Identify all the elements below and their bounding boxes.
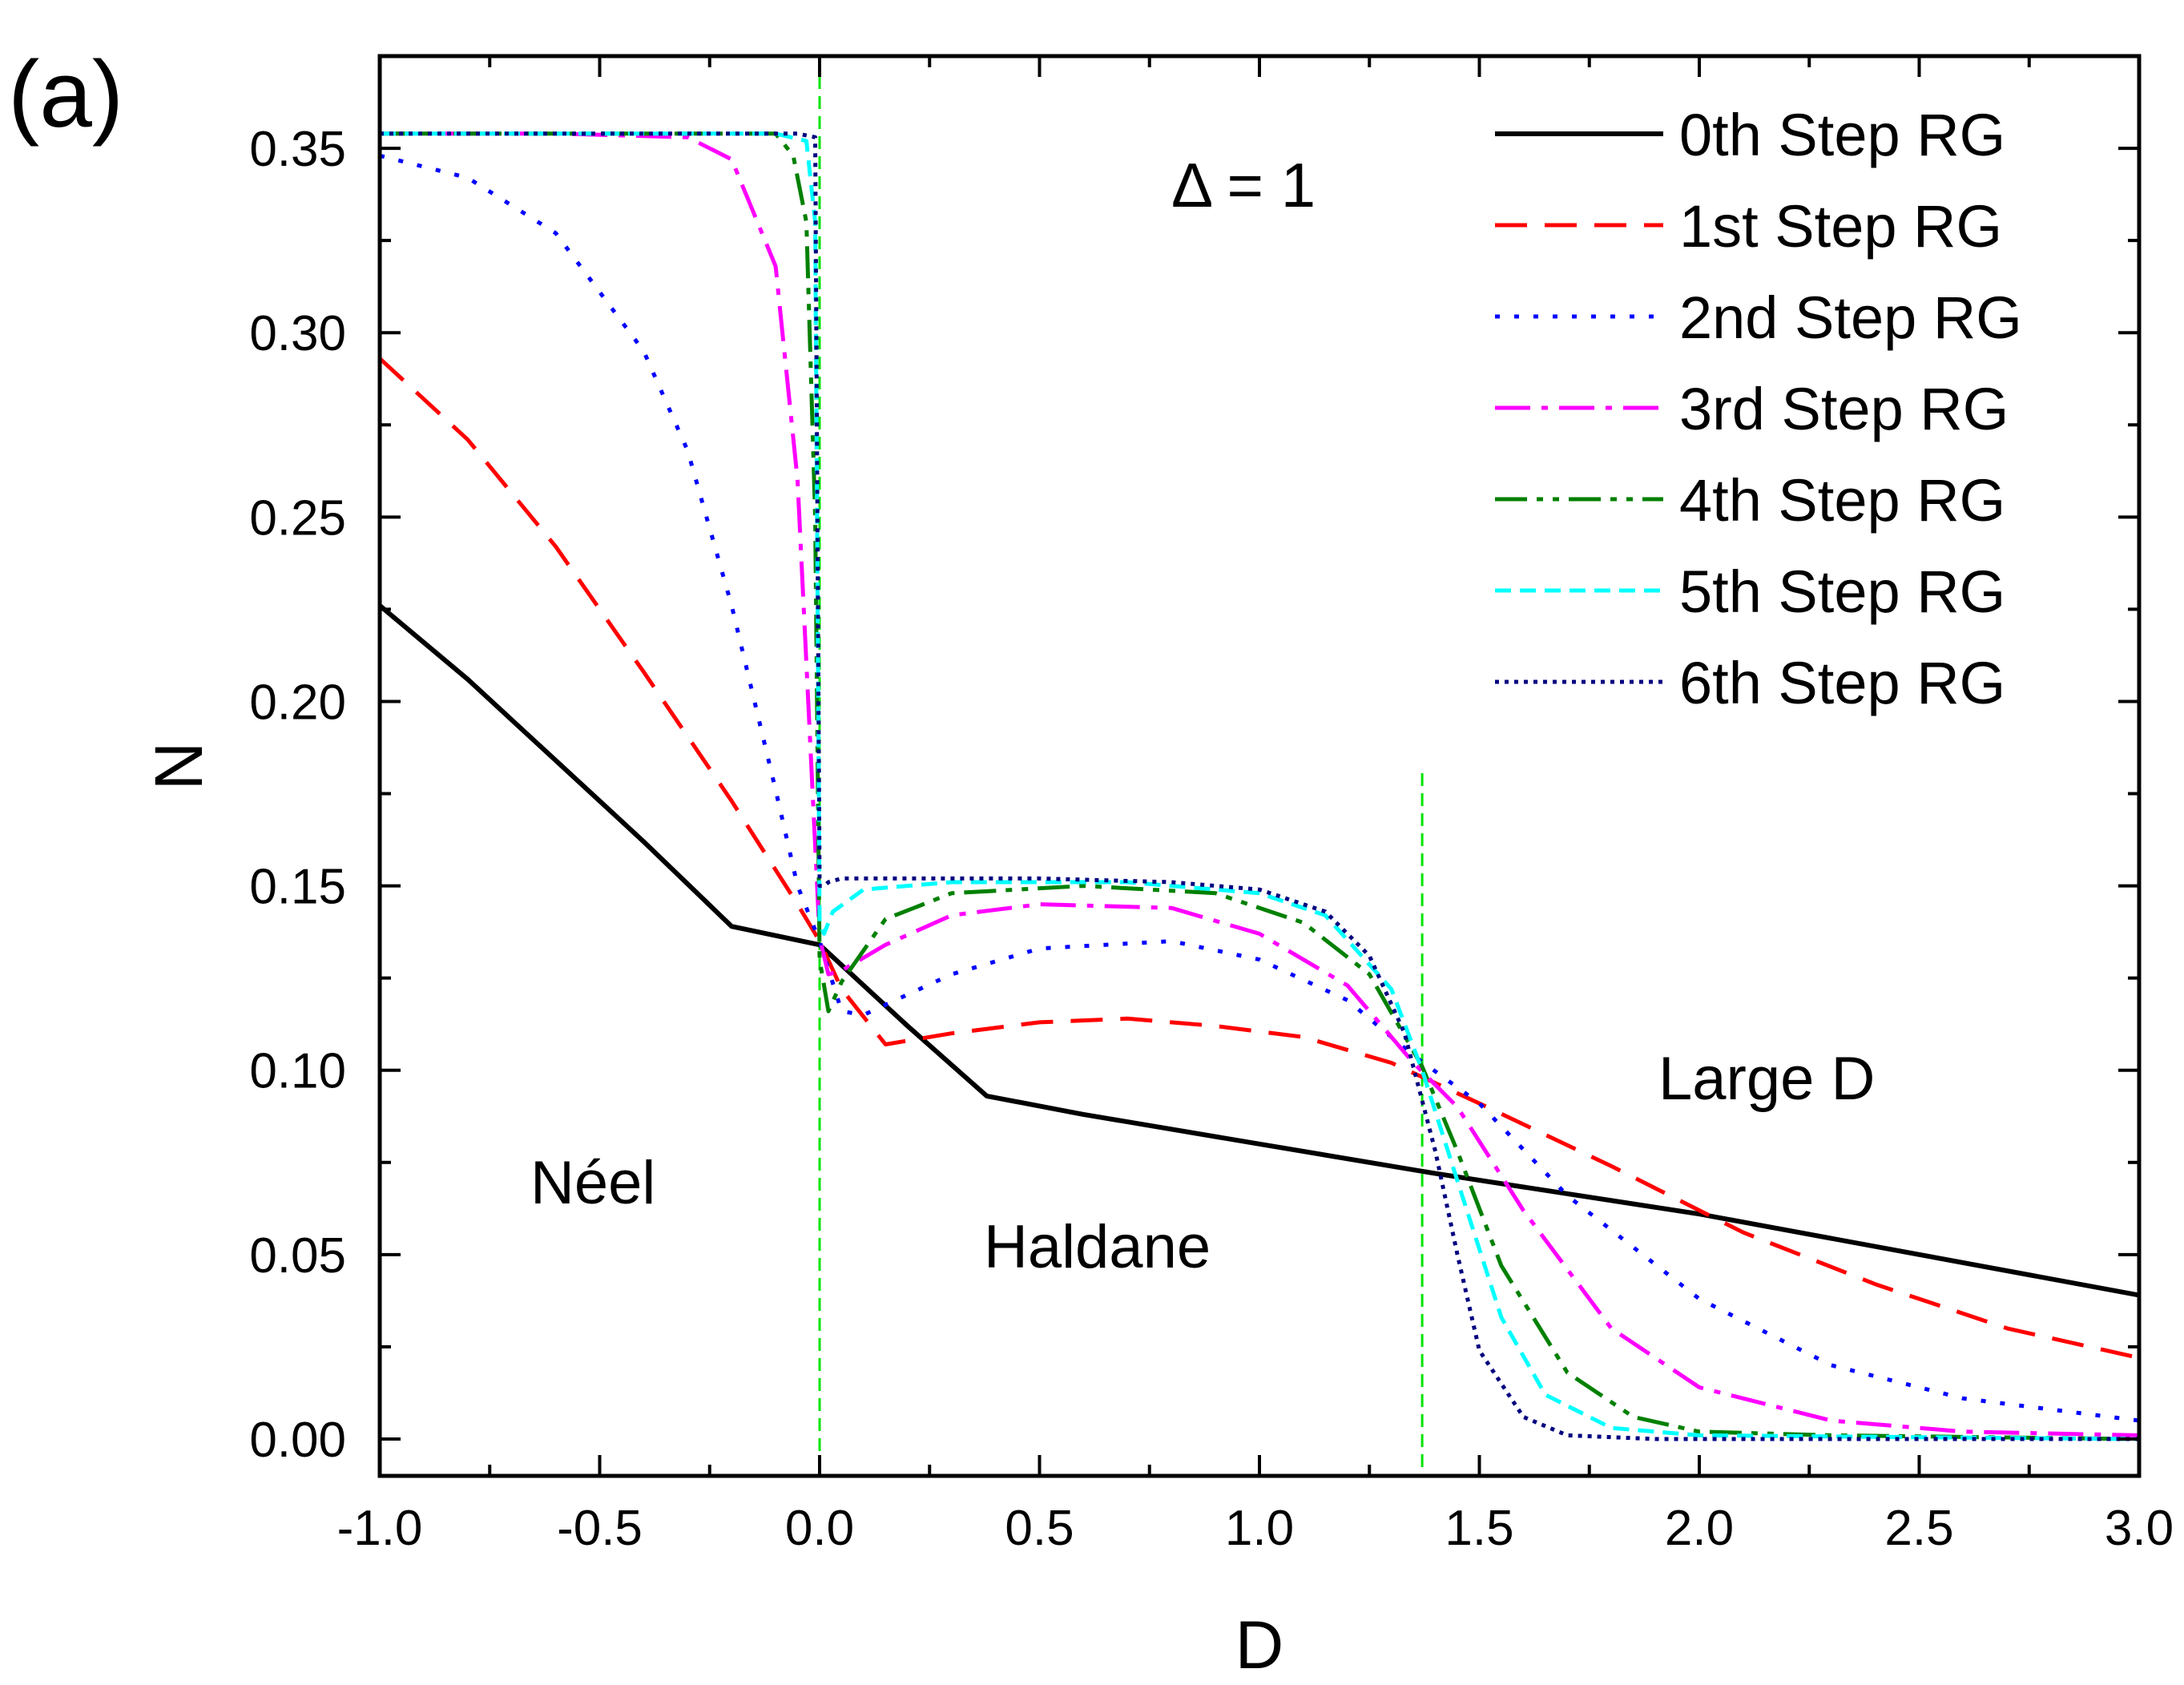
axis-ticks: [378, 56, 2141, 1476]
y-tick-label: 0.10: [249, 1044, 346, 1099]
y-tick-label: 0.00: [249, 1413, 346, 1468]
region-label-large-d: Large D: [1658, 1045, 1875, 1113]
series-line: [380, 131, 2139, 1441]
plot-frame: [377, 54, 2142, 1478]
series-line: [380, 131, 2139, 1441]
series-layer: [380, 131, 2139, 1441]
y-tick-label: 0.15: [249, 860, 346, 915]
y-axis-label: N: [141, 742, 216, 791]
x-tick-label: 2.0: [1665, 1501, 1734, 1556]
series-line: [380, 357, 2139, 1360]
x-tick-label: 0.5: [1005, 1501, 1074, 1556]
series-line: [380, 603, 2139, 1298]
legend-label: 3rd Step RG: [1679, 376, 2009, 442]
x-tick-labels: -1.0 -0.5 0.0 0.5 1.0 1.5 2.0 2.5 3.0: [337, 1501, 2174, 1556]
x-tick-label: 0.0: [785, 1501, 854, 1556]
x-axis-label: D: [1235, 1607, 1284, 1683]
x-tick-label: 1.5: [1445, 1501, 1513, 1556]
legend-label: 5th Step RG: [1679, 558, 2005, 625]
panel-label: (a): [8, 42, 123, 147]
legend-label: 4th Step RG: [1679, 467, 2005, 534]
legend-label: 1st Step RG: [1679, 193, 2002, 260]
region-label-neel: Néel: [530, 1149, 655, 1217]
y-tick-label: 0.30: [249, 306, 346, 361]
delta-annotation: Δ = 1: [1171, 150, 1316, 220]
y-tick-label: 0.20: [249, 675, 346, 730]
x-tick-label: 1.0: [1225, 1501, 1294, 1556]
legend-label: 2nd Step RG: [1679, 284, 2022, 351]
x-tick-label: -0.5: [557, 1501, 643, 1556]
x-tick-label: 2.5: [1884, 1501, 1953, 1556]
region-label-haldane: Haldane: [984, 1213, 1211, 1281]
legend-label: 6th Step RG: [1679, 650, 2005, 716]
x-tick-label: -1.0: [337, 1501, 423, 1556]
y-tick-label: 0.25: [249, 490, 346, 546]
y-tick-label: 0.05: [249, 1228, 346, 1284]
y-tick-labels: 0.00 0.05 0.10 0.15 0.20 0.25 0.30 0.35: [249, 122, 346, 1468]
legend-label: 0th Step RG: [1679, 102, 2005, 168]
x-tick-label: 3.0: [2105, 1501, 2174, 1556]
y-tick-label: 0.35: [249, 122, 346, 177]
legend: 0th Step RG 1st Step RG 2nd Step RG 3rd Ste…: [1495, 102, 2022, 716]
series-line: [380, 131, 2139, 1437]
